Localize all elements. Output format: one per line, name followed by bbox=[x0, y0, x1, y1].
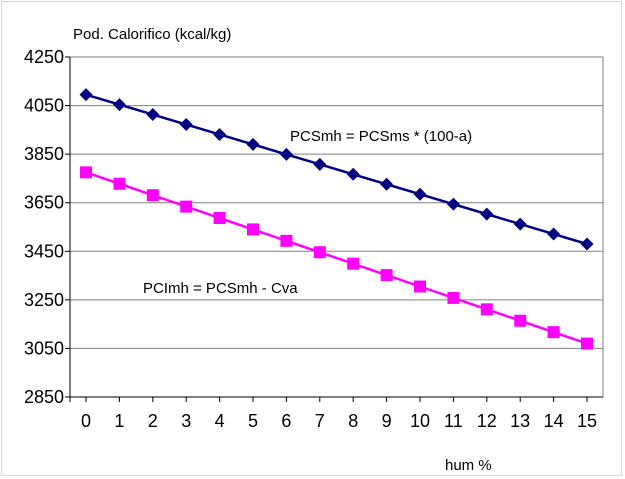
x-tick-label: 10 bbox=[410, 411, 430, 431]
series-line-0 bbox=[85, 93, 588, 246]
data-point-diamond bbox=[513, 217, 527, 231]
data-point-square bbox=[80, 166, 92, 179]
y-tick-label: 4250 bbox=[24, 47, 64, 67]
y-tick-label: 3650 bbox=[24, 193, 64, 213]
data-point-square bbox=[313, 246, 326, 259]
data-point-diamond bbox=[79, 88, 93, 102]
data-point-square bbox=[581, 337, 593, 350]
data-point-square bbox=[280, 234, 293, 247]
y-tick-label: 3050 bbox=[24, 338, 64, 358]
data-point-square bbox=[146, 189, 159, 202]
data-point-diamond bbox=[413, 187, 427, 201]
x-tick-label: 5 bbox=[248, 411, 258, 431]
x-tick-label: 12 bbox=[477, 411, 497, 431]
x-tick-label: 14 bbox=[544, 411, 564, 431]
x-tick-label: 3 bbox=[181, 411, 191, 431]
data-point-diamond bbox=[547, 227, 561, 241]
data-point-square bbox=[380, 269, 393, 282]
x-tick-label: 11 bbox=[444, 411, 463, 431]
y-tick-label: 4050 bbox=[24, 96, 64, 116]
data-point-diamond bbox=[313, 157, 327, 171]
data-point-diamond bbox=[213, 127, 227, 141]
annotation-upper: PCSmh = PCSms * (100-a) bbox=[290, 128, 472, 145]
data-point-diamond bbox=[480, 207, 494, 221]
y-tick-label: 3450 bbox=[24, 241, 64, 261]
data-point-square bbox=[347, 257, 360, 270]
annotation-lower: PCImh = PCSmh - Cva bbox=[143, 280, 298, 297]
data-point-square bbox=[414, 280, 426, 293]
data-point-square bbox=[547, 326, 560, 339]
y-tick-label: 2850 bbox=[24, 387, 64, 407]
x-tick-label: 0 bbox=[81, 411, 91, 431]
x-tick-label: 13 bbox=[510, 411, 530, 431]
series-line-1 bbox=[85, 171, 588, 345]
data-point-square bbox=[514, 314, 527, 327]
data-point-diamond bbox=[112, 98, 126, 112]
data-point-diamond bbox=[246, 137, 260, 151]
x-tick-label: 4 bbox=[215, 411, 225, 431]
x-tick-label: 2 bbox=[148, 411, 158, 431]
data-point-square bbox=[180, 200, 193, 213]
y-tick-label: 3850 bbox=[24, 144, 64, 164]
x-axis-label: hum % bbox=[445, 457, 492, 474]
x-tick-label: 7 bbox=[315, 411, 325, 431]
data-point-diamond bbox=[179, 118, 193, 132]
x-tick-label: 15 bbox=[577, 411, 597, 431]
data-point-diamond bbox=[346, 167, 360, 181]
data-point-square bbox=[247, 223, 259, 236]
data-point-diamond bbox=[380, 177, 394, 191]
data-point-diamond bbox=[146, 108, 160, 122]
y-tick-label: 3250 bbox=[24, 290, 64, 310]
y-axis-label: Pod. Calorifico (kcal/kg) bbox=[73, 26, 231, 43]
x-tick-label: 1 bbox=[114, 411, 124, 431]
data-point-square bbox=[113, 177, 126, 190]
data-point-square bbox=[447, 291, 460, 304]
data-point-square bbox=[480, 303, 493, 316]
data-point-diamond bbox=[446, 197, 460, 211]
x-tick-label: 6 bbox=[281, 411, 291, 431]
x-tick-label: 8 bbox=[348, 411, 358, 431]
data-point-diamond bbox=[580, 237, 594, 251]
x-tick-label: 9 bbox=[382, 411, 392, 431]
data-point-square bbox=[213, 212, 226, 225]
data-point-diamond bbox=[279, 147, 293, 161]
